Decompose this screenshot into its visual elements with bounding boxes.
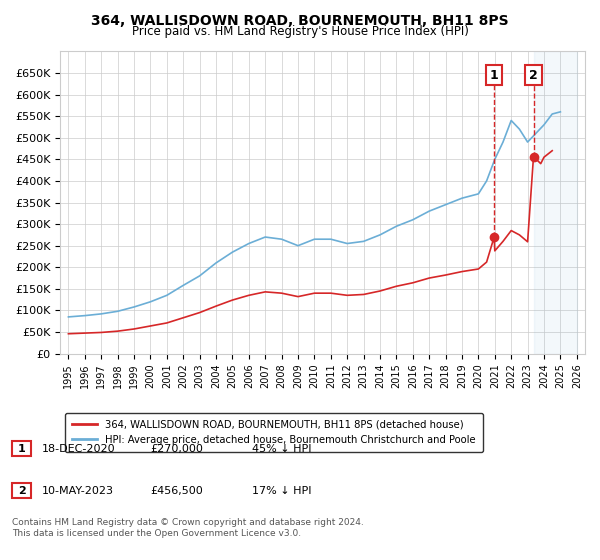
FancyBboxPatch shape: [12, 483, 31, 498]
Text: £456,500: £456,500: [150, 486, 203, 496]
Text: 45% ↓ HPI: 45% ↓ HPI: [252, 444, 311, 454]
Text: 2: 2: [529, 69, 538, 82]
Text: Contains HM Land Registry data © Crown copyright and database right 2024.
This d: Contains HM Land Registry data © Crown c…: [12, 518, 364, 538]
Text: 1: 1: [18, 444, 25, 454]
Text: 2: 2: [18, 486, 25, 496]
Bar: [533, 52, 577, 353]
Text: 10-MAY-2023: 10-MAY-2023: [42, 486, 114, 496]
Text: 17% ↓ HPI: 17% ↓ HPI: [252, 486, 311, 496]
Text: £270,000: £270,000: [150, 444, 203, 454]
FancyBboxPatch shape: [12, 441, 31, 456]
Legend: 364, WALLISDOWN ROAD, BOURNEMOUTH, BH11 8PS (detached house), HPI: Average price: 364, WALLISDOWN ROAD, BOURNEMOUTH, BH11 …: [65, 413, 483, 452]
Text: 364, WALLISDOWN ROAD, BOURNEMOUTH, BH11 8PS: 364, WALLISDOWN ROAD, BOURNEMOUTH, BH11 …: [91, 14, 509, 28]
Text: 1: 1: [490, 69, 499, 82]
Text: Price paid vs. HM Land Registry's House Price Index (HPI): Price paid vs. HM Land Registry's House …: [131, 25, 469, 38]
Text: 18-DEC-2020: 18-DEC-2020: [42, 444, 116, 454]
